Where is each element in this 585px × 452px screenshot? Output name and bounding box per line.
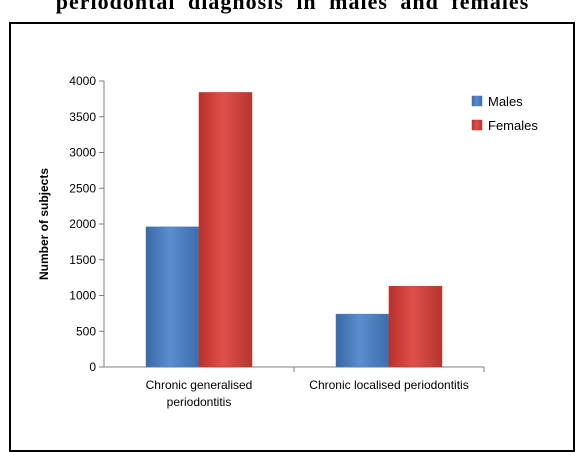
y-tick-label: 3000 [69, 146, 96, 160]
y-tick-label: 2000 [69, 217, 96, 231]
bar-chart: 0 500 1000 1500 2000 2500 3000 3500 4000 Number … [37, 74, 538, 409]
legend-swatch-males [471, 95, 483, 107]
bar-females-0 [198, 92, 253, 368]
legend-label-females: Females [488, 118, 538, 133]
y-tick-label: 4000 [69, 74, 96, 88]
page-title: periodontal diagnosis in males and femal… [55, 0, 530, 14]
legend-label-males: Males [488, 94, 523, 109]
bar-males-0 [145, 226, 200, 368]
y-tick-label: 500 [76, 324, 96, 338]
y-tick-label: 1000 [69, 289, 96, 303]
bar-females-1 [388, 285, 443, 368]
x-category-label: periodontitis [167, 395, 232, 409]
y-tick-label: 2500 [69, 181, 96, 195]
legend-swatch-females [471, 119, 483, 131]
chart-frame [9, 22, 575, 452]
bar-males-1 [335, 313, 390, 368]
y-tick-label: 0 [89, 360, 96, 374]
y-axis-title: Number of subjects [37, 168, 51, 280]
y-tick-label: 3500 [69, 110, 96, 124]
y-tick-label: 1500 [69, 253, 96, 267]
x-category-label: Chronic localised periodontitis [309, 378, 468, 392]
x-category-label: Chronic generalised [146, 378, 253, 392]
